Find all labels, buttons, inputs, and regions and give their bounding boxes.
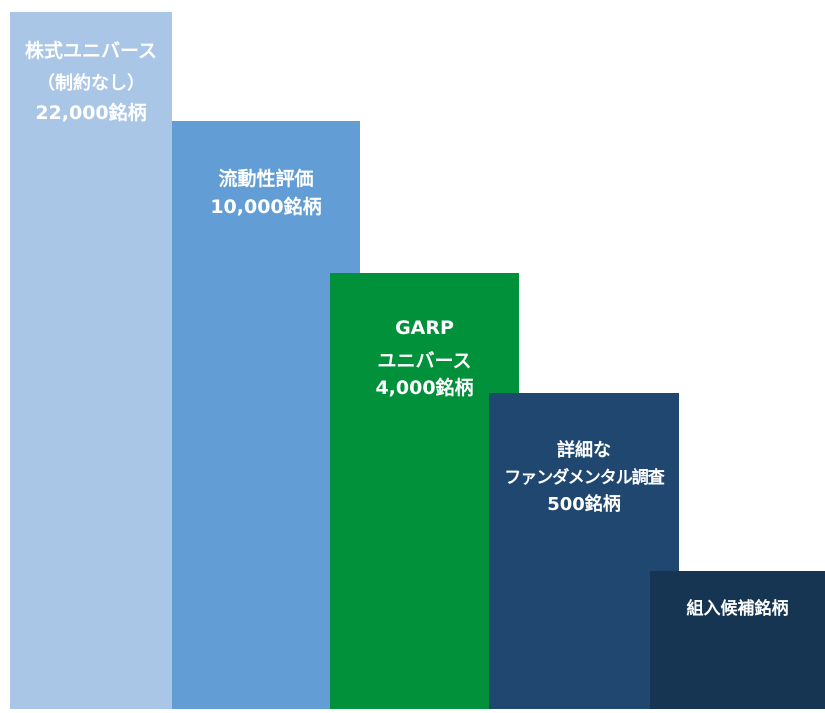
step-3-subtitle: ユニバース: [377, 350, 472, 372]
step-3-count: 4,000銘柄: [375, 377, 474, 399]
step-5-title: 組入候補銘柄: [686, 599, 789, 619]
step-4-subtitle: ファンダメンタル調査: [504, 468, 665, 488]
step-1-count: 22,000銘柄: [35, 102, 147, 124]
step-4-title: 詳細な: [557, 440, 611, 461]
step-1-equity-universe: 株式ユニバース （制約なし） 22,000銘柄: [10, 12, 172, 709]
step-5-candidate-stocks: 組入候補銘柄: [650, 571, 825, 709]
step-1-subtitle: （制約なし）: [37, 73, 145, 94]
step-1-title: 株式ユニバース: [24, 40, 158, 62]
step-3-title: GARP: [395, 317, 454, 339]
step-2-title: 流動性評価: [218, 168, 314, 190]
step-4-fundamental-research: 詳細な ファンダメンタル調査 500銘柄: [489, 393, 679, 709]
step-4-count: 500銘柄: [547, 494, 621, 515]
step-3-garp-universe: GARP ユニバース 4,000銘柄: [330, 273, 519, 709]
step-2-count: 10,000銘柄: [210, 196, 322, 218]
step-2-liquidity-evaluation: 流動性評価 10,000銘柄: [172, 121, 360, 709]
